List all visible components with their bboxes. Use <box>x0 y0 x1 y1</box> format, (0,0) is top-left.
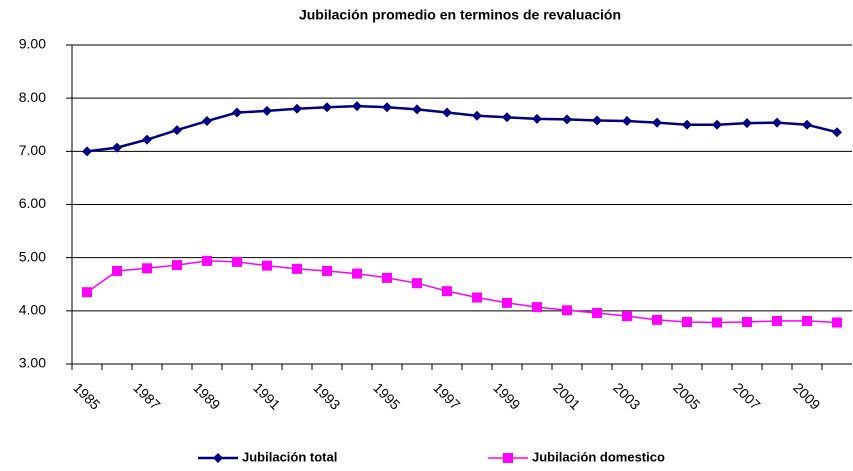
point <box>82 287 92 298</box>
legend-label: Jubilación domestico <box>532 449 665 464</box>
point <box>712 119 722 130</box>
point <box>232 107 242 118</box>
point <box>172 125 182 136</box>
y-tick-label: 8.00 <box>19 89 46 105</box>
point <box>82 146 92 157</box>
point <box>502 112 512 123</box>
point <box>682 119 692 130</box>
point <box>382 102 392 113</box>
point <box>172 260 182 271</box>
point <box>772 315 782 326</box>
x-tick-label: 2005 <box>670 379 703 412</box>
point <box>802 119 812 130</box>
x-tick-label: 1987 <box>130 379 163 412</box>
point <box>202 116 212 127</box>
series <box>82 255 842 328</box>
point <box>262 260 272 271</box>
x-tick-label: 1999 <box>490 379 523 412</box>
point <box>322 102 332 113</box>
point <box>712 317 722 328</box>
point <box>442 286 452 297</box>
point <box>202 255 212 266</box>
point <box>832 317 842 328</box>
point <box>382 272 392 283</box>
point <box>562 114 572 125</box>
x-tick-label: 1991 <box>250 379 283 412</box>
series <box>82 101 842 157</box>
point <box>772 117 782 128</box>
point <box>412 278 422 289</box>
point <box>232 256 242 267</box>
point <box>682 316 692 327</box>
point <box>213 453 223 463</box>
series-line <box>86 260 838 324</box>
point <box>832 127 842 138</box>
point <box>292 263 302 274</box>
point <box>802 315 812 326</box>
x-tick-label: 1997 <box>430 379 463 412</box>
x-tick-label: 1985 <box>70 379 103 412</box>
x-tick-label: 1995 <box>370 379 403 412</box>
point <box>532 113 542 124</box>
point <box>622 116 632 127</box>
y-tick-label: 4.00 <box>19 302 46 318</box>
y-tick-label: 7.00 <box>19 142 46 158</box>
point <box>442 107 452 118</box>
point <box>472 292 482 303</box>
x-tick-label: 1989 <box>190 379 223 412</box>
legend-label: Jubilación total <box>242 449 337 464</box>
point <box>592 115 602 126</box>
point <box>472 110 482 121</box>
point <box>142 134 152 145</box>
x-tick-label: 2009 <box>790 379 823 412</box>
point <box>142 263 152 274</box>
point <box>622 311 632 322</box>
y-tick-label: 9.00 <box>19 36 46 52</box>
x-tick-label: 2001 <box>550 379 583 412</box>
point <box>352 268 362 279</box>
point <box>503 453 513 463</box>
chart-title: Jubilación promedio en terminos de reval… <box>299 7 621 23</box>
point <box>352 101 362 112</box>
point <box>652 117 662 128</box>
series-line <box>86 104 838 153</box>
y-tick-label: 5.00 <box>19 248 46 264</box>
y-tick-label: 6.00 <box>19 195 46 211</box>
point <box>532 302 542 313</box>
x-tick-label: 2003 <box>610 379 643 412</box>
point <box>112 142 122 153</box>
point <box>592 307 602 318</box>
point <box>652 314 662 325</box>
point <box>742 316 752 327</box>
point <box>292 103 302 114</box>
point <box>112 265 122 276</box>
point <box>412 104 422 115</box>
point <box>322 265 332 276</box>
x-tick-label: 1993 <box>310 379 343 412</box>
y-tick-label: 3.00 <box>19 355 46 371</box>
point <box>502 297 512 308</box>
x-tick-label: 2007 <box>730 379 763 412</box>
point <box>742 118 752 129</box>
point <box>562 305 572 316</box>
point <box>262 105 272 116</box>
